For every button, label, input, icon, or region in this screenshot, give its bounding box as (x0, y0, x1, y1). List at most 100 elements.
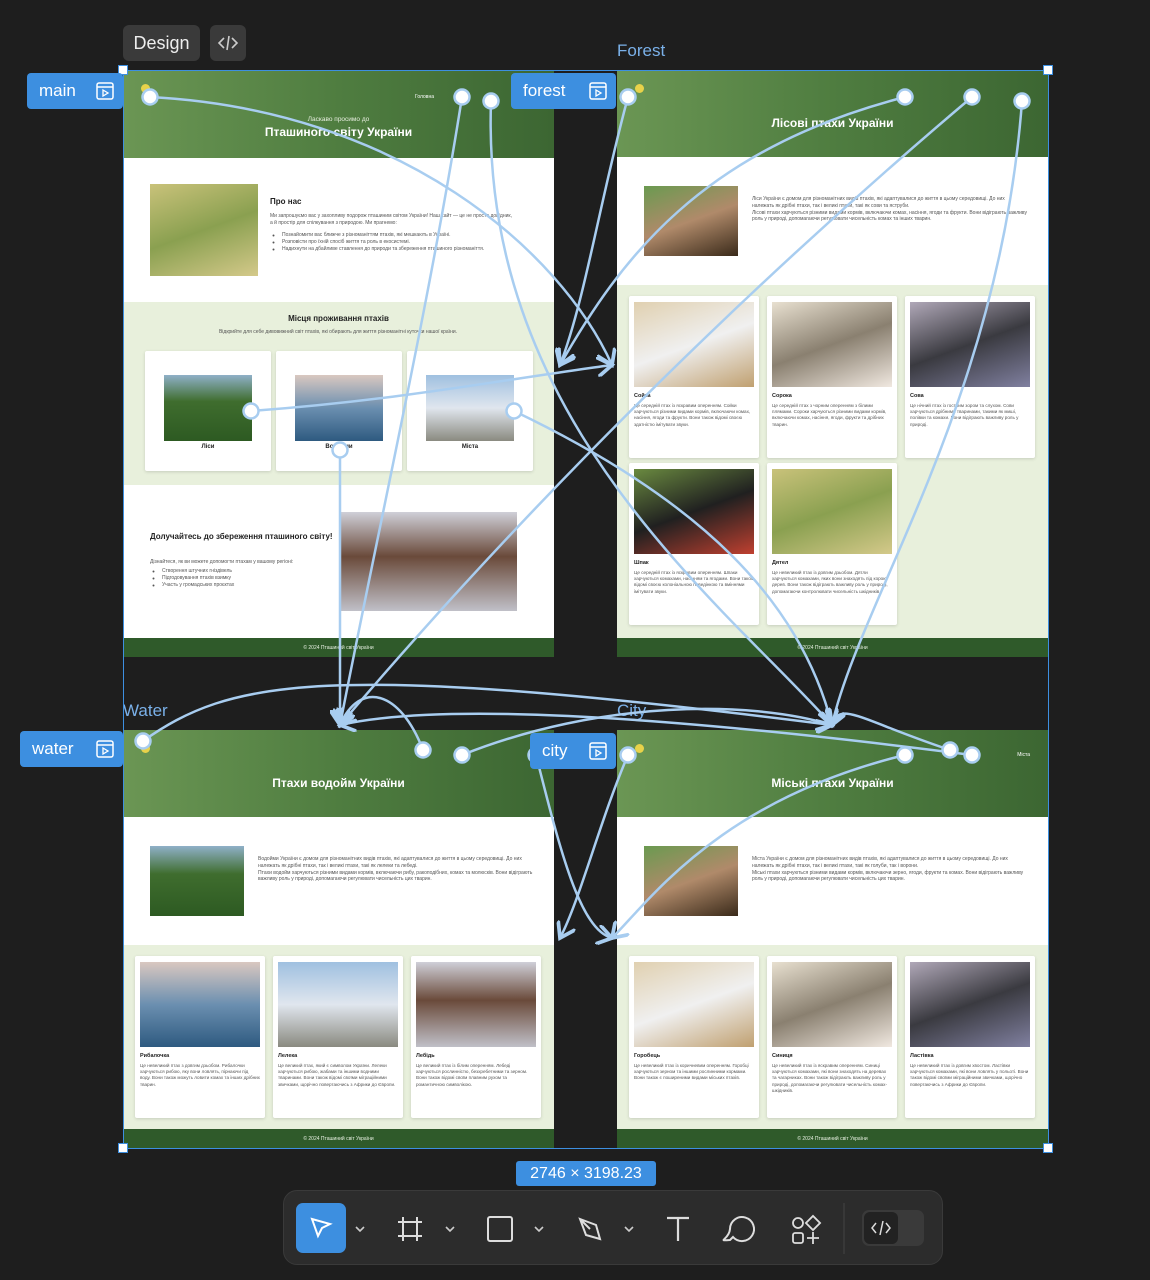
bird-card[interactable]: Лебідь Це великий птах із білим оперенням… (411, 956, 541, 1118)
prototype-icon (589, 82, 607, 100)
prototype-icon (589, 742, 607, 760)
bird-card[interactable]: Дятел Це невеликий птах із довгим дзьобом… (767, 463, 897, 625)
habitat-label: Міста (461, 444, 479, 450)
header: Міста Міські птахи України (617, 730, 1048, 817)
bird-name: Дятел (772, 560, 789, 566)
about-text: Ми запрошуємо вас у захопливу подорож пт… (270, 213, 512, 226)
intro: Міста України є домом для різноманітних … (752, 856, 1027, 883)
logo (635, 744, 644, 753)
image (772, 962, 892, 1047)
header: Головна Ласкаво просимо до Пташиного світу… (123, 70, 554, 158)
image (416, 962, 536, 1047)
bird-card[interactable]: Рибалочка Це невеликий птах з довгим дзьо… (135, 956, 265, 1118)
bird-text: Це невеликий птах із довгим хвостом. Лас… (910, 1063, 1029, 1087)
birds-section: Сойка Це середній птах із яскравим оперен… (617, 285, 1048, 638)
frame-tag-label: main (39, 81, 76, 100)
birds-section: Рибалочка Це невеликий птах з довгим дзьо… (123, 945, 554, 1129)
bird-text: Це середній птах з чорним оперенням з бі… (772, 403, 887, 427)
habitat-label: Водойми (325, 444, 353, 450)
bird-card[interactable]: Лелека Це великий птах, який є символом У… (273, 956, 403, 1118)
bird-text: Це середній птах із яскравим оперенням. … (634, 570, 754, 594)
habitat-card[interactable]: Міста (407, 351, 533, 471)
nav-link[interactable]: Головна (415, 94, 434, 100)
code-icon (217, 35, 239, 51)
header: Птахи водойм України (123, 730, 554, 817)
habitat-label: Ліси (201, 444, 215, 450)
intro-paragraph: Міста України є домом для різноманітних … (752, 856, 1008, 869)
bird-card[interactable]: Сорока Це середній птах з чорним оперення… (767, 296, 897, 458)
image (340, 512, 517, 611)
code-tab[interactable] (210, 25, 246, 61)
image (150, 184, 258, 276)
image (426, 375, 514, 441)
bullet: Створення штучних гніздівель (162, 568, 342, 575)
bullet: Розповісти про їхній спосіб життя та рол… (282, 239, 522, 246)
habitat-card[interactable]: Водойми (276, 351, 402, 471)
about-title: Про нас (270, 197, 302, 206)
design-tab[interactable]: Design (123, 25, 200, 61)
bird-name: Лебідь (416, 1053, 435, 1059)
bird-card[interactable]: Сова Це нічний птах із гострим зором та с… (905, 296, 1035, 458)
bird-name: Синиця (772, 1053, 793, 1059)
intro-paragraph: Водойми України є домом для різноманітни… (258, 856, 522, 869)
frame-tag[interactable]: forest (511, 73, 616, 109)
bird-card[interactable]: Ластівка Це невеликий птах із довгим хвос… (905, 956, 1035, 1118)
footer: © 2024 Пташиний світ України (123, 1129, 554, 1148)
habitats-section: Місця проживання птахів Відкрийте для себ… (123, 302, 554, 485)
bird-card[interactable]: Шпак Це середній птах із яскравим оперенн… (629, 463, 759, 625)
join-title: Долучайтесь до збереження пташиного світ… (150, 532, 333, 541)
habitats-text: Відкрийте для себе дивовижний світ птахі… (218, 329, 458, 335)
frame-tag[interactable]: water (20, 731, 123, 767)
image (140, 962, 260, 1047)
image (164, 375, 252, 441)
bird-text: Це нічний птах із гострим зором та слухо… (910, 403, 1019, 427)
main-title: Пташиного світу України (264, 125, 413, 139)
image (910, 302, 1030, 387)
image (150, 846, 244, 916)
image (278, 962, 398, 1047)
intro: Ліси України є домом для різноманітних в… (752, 196, 1027, 223)
bird-card[interactable]: Сойка Це середній птах із яскравим оперен… (629, 296, 759, 458)
bird-name: Ластівка (910, 1053, 934, 1059)
frame-tag[interactable]: main (27, 73, 123, 109)
image (634, 469, 754, 554)
header: Лісові птахи України (617, 70, 1048, 157)
bird-text: Це невеликий птах із яскравим оперенням.… (772, 1063, 887, 1093)
bird-name: Сойка (634, 393, 651, 399)
frame-tag[interactable]: city (530, 733, 616, 769)
frame-tag-label: water (32, 739, 74, 758)
bullet: Познайомити вас ближче з різноманіттям п… (282, 232, 522, 239)
nav-link[interactable]: Міста (1017, 752, 1030, 758)
footer: © 2024 Пташиний світ України (123, 638, 554, 657)
bullet: Участь у громадських проєктах (162, 582, 342, 589)
bird-text: Це невеликий птах із коричневим оперення… (634, 1063, 749, 1081)
bullet: Надихнути на дбайливе ставлення до приро… (282, 246, 522, 253)
intro-paragraph: Ліси України є домом для різноманітних в… (752, 196, 1005, 209)
logo (141, 744, 150, 753)
page-title: Лісові птахи України (771, 116, 894, 130)
image (644, 846, 738, 916)
frame-label: Forest (617, 41, 666, 60)
image (295, 375, 383, 441)
frame-label: Water (123, 701, 168, 720)
frame-city: Міста Міські птахи України Міста України є… (617, 730, 1048, 1148)
image (772, 469, 892, 554)
birds-section: Горобець Це невеликий птах із коричневим … (617, 945, 1048, 1129)
page-title: Птахи водойм України (272, 776, 405, 790)
footer: © 2024 Пташиний світ України (617, 1129, 1048, 1148)
bird-card[interactable]: Синиця Це невеликий птах із яскравим опер… (767, 956, 897, 1118)
image (634, 302, 754, 387)
toolbar-icons[interactable] (284, 1191, 944, 1266)
welcome: Ласкаво просимо до (307, 116, 370, 123)
size-label: 2746 × 3198.23 (516, 1161, 656, 1186)
frame-water: Птахи водойм України Водойми України є до… (123, 730, 554, 1148)
bird-name: Сорока (772, 393, 792, 399)
bird-name: Шпак (634, 560, 649, 566)
bird-name: Сова (910, 393, 924, 399)
join-text: Дізнайтеся, як ви можете допомогти птаха… (150, 559, 294, 565)
image (634, 962, 754, 1047)
toolbar (283, 1190, 943, 1265)
bird-card[interactable]: Горобець Це невеликий птах із коричневим … (629, 956, 759, 1118)
habitat-card[interactable]: Ліси (145, 351, 271, 471)
